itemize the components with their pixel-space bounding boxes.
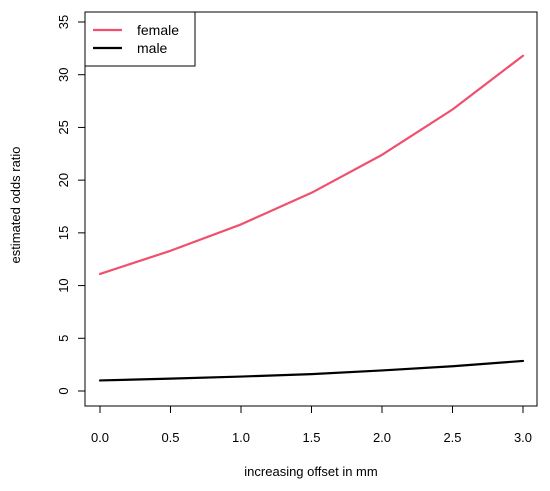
y-axis: 0 5 10 15 20 25 30 35 [56,15,86,395]
y-tick-label: 35 [56,15,71,29]
x-tick-label: 2.5 [443,430,461,445]
y-tick-label: 25 [56,120,71,134]
y-axis-label: estimated odds ratio [8,146,23,263]
series-line-female [98,54,525,276]
y-tick-label: 5 [56,335,71,342]
x-tick-label: 1.0 [232,430,250,445]
legend-box [84,11,196,67]
x-axis: 0.0 0.5 1.0 1.5 2.0 2.5 3.0 [91,405,532,445]
series-layer [98,54,525,382]
plot-frame [84,11,538,407]
x-tick-label: 3.0 [514,430,532,445]
series-line-male [98,359,525,382]
y-tick-label: 15 [56,226,71,240]
y-tick-label: 30 [56,67,71,81]
y-tick-label: 10 [56,278,71,292]
plot-frame-group [84,11,538,407]
x-tick-label: 2.0 [373,430,391,445]
legend: female male [84,11,196,67]
legend-label-female: female [137,22,179,38]
legend-label-male: male [137,40,168,56]
x-tick-label: 0.0 [91,430,109,445]
y-tick-label: 20 [56,173,71,187]
y-tick-label: 0 [56,387,71,394]
x-axis-label: increasing offset in mm [244,464,377,479]
x-tick-label: 0.5 [161,430,179,445]
x-tick-label: 1.5 [302,430,320,445]
